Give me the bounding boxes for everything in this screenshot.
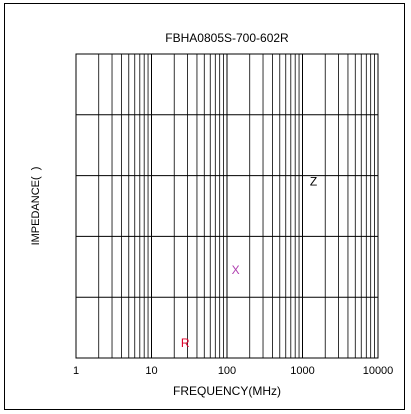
curve-label-x: X: [232, 263, 240, 277]
x-tick-label: 10000: [363, 365, 394, 377]
curve-label-z: Z: [310, 175, 317, 189]
x-tick-labels: 1 10 100 1000 10000: [73, 365, 393, 377]
grid-layer: [76, 54, 378, 358]
plot-area-border: [75, 53, 379, 359]
x-tick-label: 1: [73, 365, 79, 377]
y-axis-label: IMPEDANCE( ): [30, 167, 42, 246]
curve-label-r: R: [181, 336, 190, 350]
curve-labels: Z X R: [181, 175, 317, 350]
x-tick-label: 1000: [290, 365, 314, 377]
x-tick-label: 10: [145, 365, 157, 377]
chart-title: FBHA0805S-700-602R: [165, 31, 289, 45]
x-tick-label: 100: [218, 365, 236, 377]
x-axis-label: FREQUENCY(MHz): [173, 384, 281, 398]
